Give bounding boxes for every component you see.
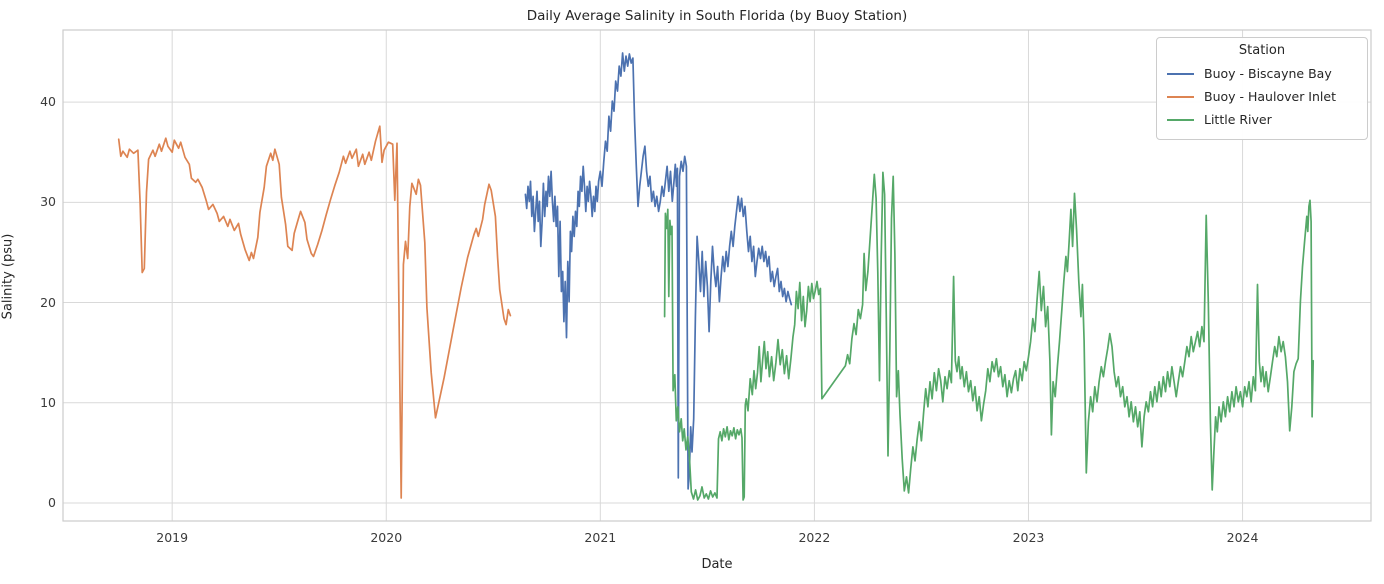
legend-entry-0: Buoy - Biscayne Bay (1167, 62, 1357, 85)
legend-line-swatch-1 (1167, 95, 1194, 98)
legend: Station Buoy - Biscayne Bay Buoy - Haulov… (1156, 37, 1368, 140)
y-tick-20: 20 (40, 294, 56, 310)
y-tick-0: 0 (48, 494, 56, 510)
legend-line-swatch-2 (1167, 118, 1194, 121)
chart-title: Daily Average Salinity in South Florida … (526, 8, 908, 24)
legend-title: Station (1238, 43, 1286, 58)
y-tick-10: 10 (40, 394, 56, 410)
x-axis-label: Date (701, 557, 733, 572)
x-tick-2022: 2022 (798, 530, 831, 545)
legend-entry-2: Little River (1167, 108, 1357, 131)
x-tick-2021: 2021 (584, 530, 617, 545)
series-line-1 (117, 125, 512, 499)
legend-label-0: Buoy - Biscayne Bay (1204, 66, 1332, 81)
x-tick-2020: 2020 (370, 530, 403, 545)
legend-line-swatch-0 (1167, 72, 1194, 75)
x-tick-2024: 2024 (1226, 530, 1259, 545)
series-line-0 (524, 52, 793, 490)
x-tick-2019: 2019 (156, 530, 189, 545)
y-tick-30: 30 (40, 194, 56, 210)
legend-entry-1: Buoy - Haulover Inlet (1167, 85, 1357, 108)
series-line-2 (663, 171, 1315, 501)
plot-border (62, 29, 1372, 522)
legend-entries: Buoy - Biscayne Bay Buoy - Haulover Inlet… (1167, 62, 1357, 131)
x-tick-2023: 2023 (1012, 530, 1045, 545)
legend-label-1: Buoy - Haulover Inlet (1204, 89, 1336, 104)
y-axis-label: Salinity (psu) (0, 233, 16, 320)
legend-label-2: Little River (1204, 112, 1272, 127)
y-tick-40: 40 (40, 94, 56, 110)
